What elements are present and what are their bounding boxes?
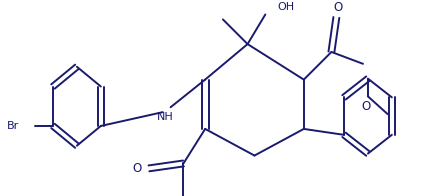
Text: O: O bbox=[132, 162, 142, 175]
Text: NH: NH bbox=[157, 112, 174, 122]
Text: O: O bbox=[361, 100, 371, 113]
Text: O: O bbox=[334, 1, 343, 14]
Text: OH: OH bbox=[277, 2, 294, 12]
Text: Br: Br bbox=[7, 121, 19, 131]
